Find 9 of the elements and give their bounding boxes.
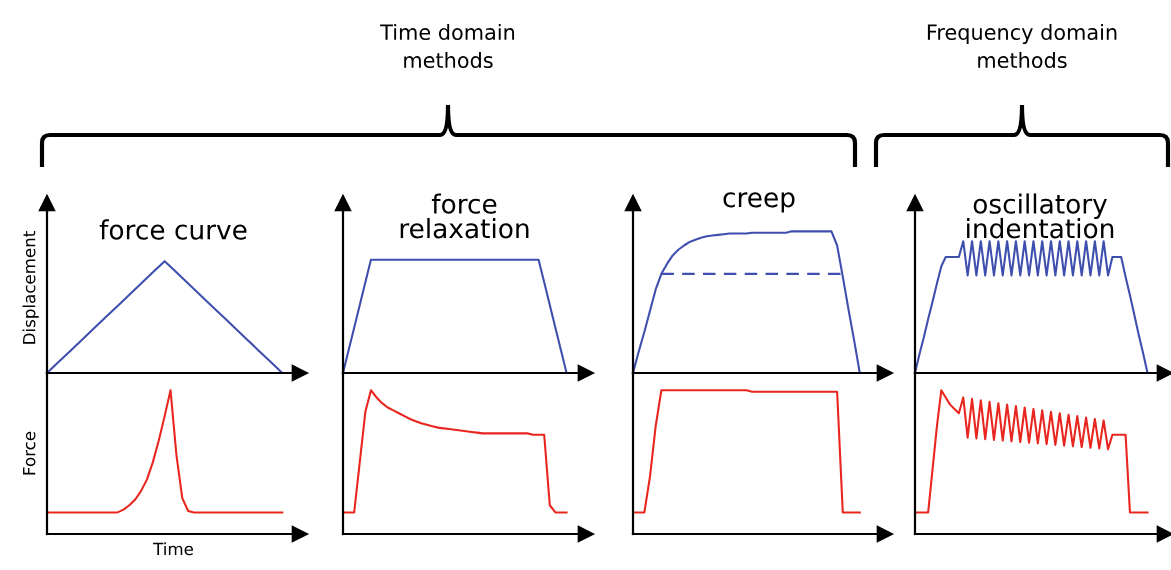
- chart-title: force curve: [99, 219, 247, 240]
- chart-title: creep: [723, 192, 795, 213]
- x-axis-title: Time: [153, 542, 193, 556]
- y-axis-title: Force: [23, 431, 36, 475]
- text: Time domain methods: [380, 23, 515, 69]
- text: Frequency domain methods: [927, 23, 1117, 69]
- y-axis-title: Displacement: [22, 231, 39, 344]
- chart-title: force relaxation: [400, 193, 529, 239]
- chart-title: oscillatory indentation: [967, 193, 1114, 239]
